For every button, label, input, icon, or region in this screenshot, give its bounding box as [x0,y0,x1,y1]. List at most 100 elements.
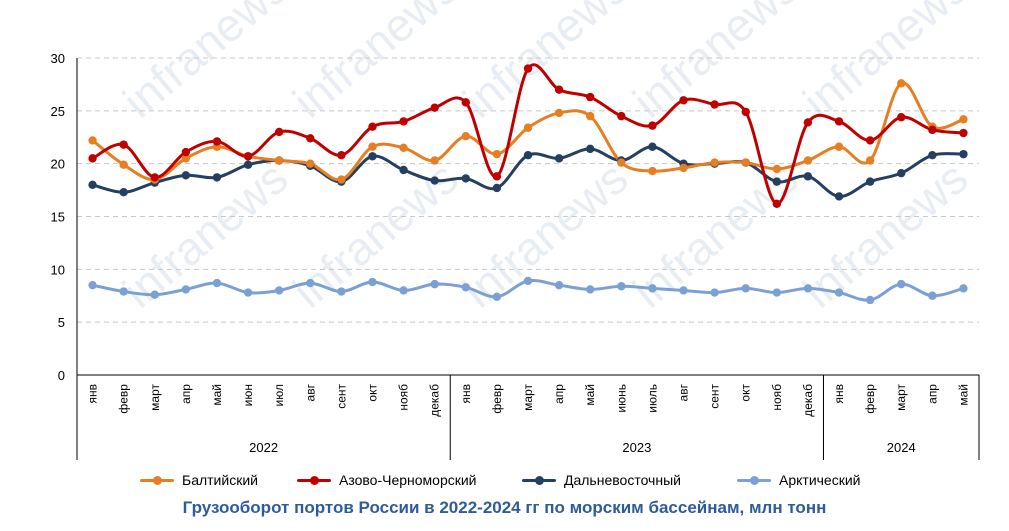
data-point [461,283,470,292]
legend-dot [750,476,759,485]
data-point [741,107,750,117]
data-point [243,152,253,161]
data-point [492,172,502,181]
data-point [865,177,875,186]
x-month-label: февр [117,384,131,414]
legend-swatch-arctic [737,470,771,490]
data-point [399,286,408,295]
data-point [554,154,564,163]
data-point [461,131,470,141]
data-point [834,288,844,297]
data-point [679,163,688,173]
data-point [399,165,408,175]
data-point [88,180,97,189]
x-month-label: сент [708,383,722,408]
x-month-label: май [210,384,224,406]
data-point [865,295,875,305]
data-point [150,290,159,299]
data-point [461,98,470,107]
data-point [928,151,937,160]
x-month-label: декаб [428,384,442,417]
legend-label: Балтийский [182,472,258,488]
data-point [274,127,284,137]
data-point [523,276,533,286]
data-point [772,177,782,186]
data-point [461,174,470,183]
chart-title: Грузооборот портов России в 2022-2024 гг… [182,498,827,517]
data-point [306,278,315,288]
data-point [772,199,782,209]
legend-swatch-baltic [140,470,174,490]
data-point [88,280,97,290]
data-point [181,285,191,294]
x-month-label: янв [459,384,473,404]
data-point [648,142,657,151]
x-month-label: нояб [397,384,411,411]
x-month-label: июн [241,384,255,406]
data-point [710,100,719,109]
x-month-label: март [148,384,162,411]
data-point [306,159,315,168]
y-tick-label: 5 [58,315,65,330]
data-point [586,144,595,154]
x-month-label: апр [179,384,193,404]
data-point [430,156,439,165]
data-point [181,147,191,157]
x-axis-categories: янв февр март апр май июн июл авг сент окт нояб дек… [86,383,971,455]
data-point [430,279,439,289]
data-point [865,156,875,165]
series-points [88,64,968,305]
legend-item-far-east[interactable]: Дальневосточный [522,470,681,490]
watermark-text: infranews [283,0,467,128]
legend-swatch-azov-black-sea [297,470,331,490]
legend-item-baltic[interactable]: Балтийский [140,470,258,490]
data-point [554,85,564,94]
data-point [648,121,657,130]
data-point [243,288,253,297]
y-tick-label: 0 [58,368,65,383]
data-point [679,286,688,295]
data-point [741,284,750,293]
legend-item-arctic[interactable]: Арктический [737,470,860,490]
data-point [430,103,439,112]
x-month-label: нояб [770,384,784,411]
data-point [897,112,906,122]
axes [76,58,980,460]
data-point [399,143,408,153]
data-point [741,158,750,167]
legend-item-azov-black-sea[interactable]: Азово-Черноморский [297,470,477,490]
data-point [399,117,408,126]
x-month-label: авг [677,383,691,401]
legend-swatch-far-east [522,470,556,490]
x-month-label: декаб [801,384,815,417]
data-point [617,111,626,121]
data-point [274,156,284,165]
x-year-label: 2024 [887,440,916,455]
watermark-text: infranews [793,0,977,128]
data-point [243,160,253,169]
data-point [368,277,377,287]
y-tick-label: 10 [51,262,65,277]
data-point [648,166,657,176]
data-point [865,136,875,145]
y-axis-ticks: 0 5 10 15 20 25 30 [51,51,65,383]
data-point [834,142,844,151]
data-point [88,136,97,145]
y-tick-label: 25 [51,104,65,119]
data-point [648,284,657,293]
data-point [897,168,906,178]
data-point [337,287,346,296]
data-point [368,122,377,131]
x-month-label: июл [272,384,286,406]
x-month-label: янв [86,384,100,404]
data-point [181,154,191,163]
x-month-label: янв [832,384,846,404]
data-point [274,286,284,295]
data-point [803,172,813,181]
data-point [803,284,813,293]
legend: Балтийский Азово-Черноморский Дальневост… [0,470,1009,490]
line-chart: infranewsinfranewsinfranewsinfranewsinfr… [51,0,980,460]
legend-label: Азово-Черноморский [339,472,477,488]
watermark-layer: infranewsinfranewsinfranewsinfranewsinfr… [113,0,977,318]
data-point [928,125,937,135]
